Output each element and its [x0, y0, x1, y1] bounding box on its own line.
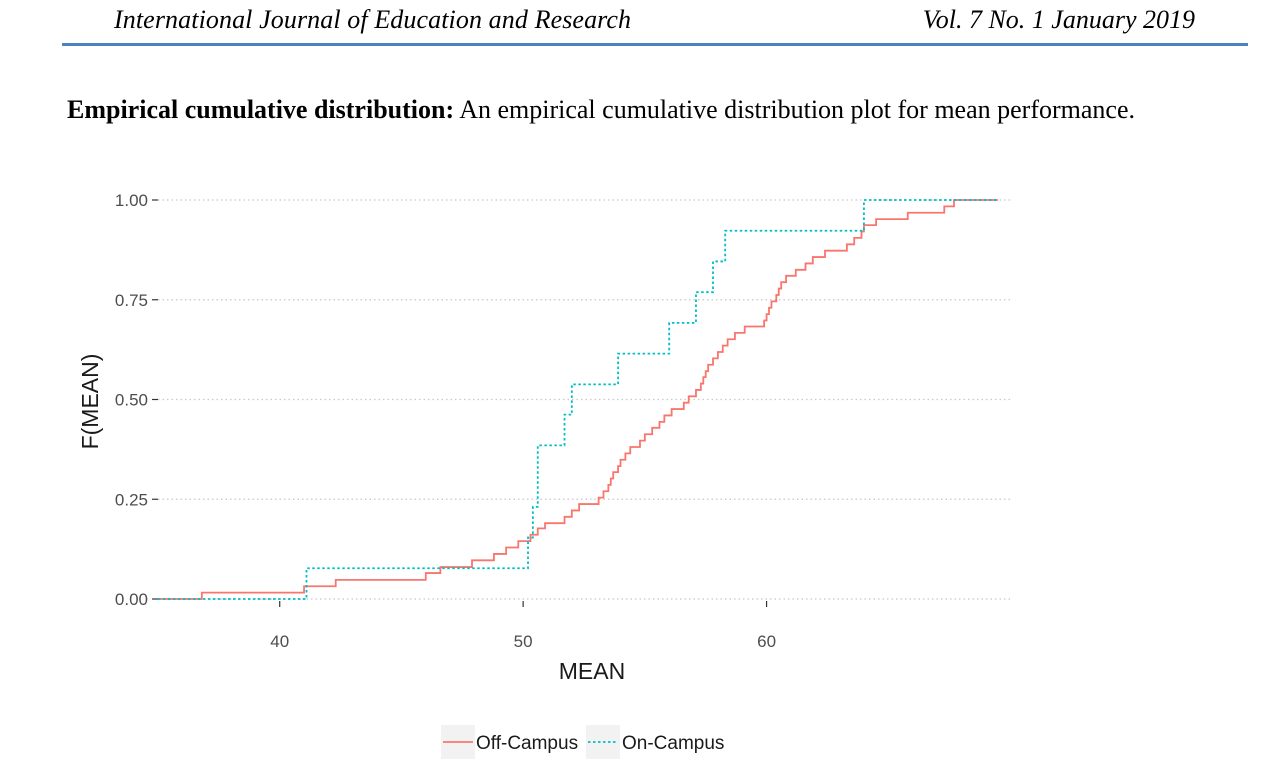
y-axis: 0.00 0.25 0.50 0.75 1.00: [115, 191, 158, 609]
y-tick-label: 0.25: [115, 490, 148, 509]
y-tick-label: 0.75: [115, 291, 148, 310]
y-tick-label: 0.50: [115, 391, 148, 410]
header-rule: [62, 43, 1248, 46]
legend-label: On-Campus: [622, 733, 724, 754]
y-axis-title: F(MEAN): [77, 354, 103, 450]
legend: Off-Campus On-Campus: [441, 725, 724, 759]
running-header: International Journal of Education and R…: [0, 0, 1281, 46]
legend-label: Off-Campus: [476, 733, 578, 754]
journal-title: International Journal of Education and R…: [114, 5, 632, 34]
paragraph-text: An empirical cumulative distribution plo…: [459, 95, 1135, 124]
series-line-on-campus: [158, 199, 998, 600]
grid-lines: [158, 199, 1010, 600]
x-tick-label: 60: [757, 632, 776, 651]
series-line-off-campus: [158, 199, 998, 600]
x-axis: 40 50 60: [270, 601, 776, 651]
x-tick-label: 50: [514, 632, 533, 651]
series-lines: [158, 199, 998, 600]
figure-intro-paragraph: Empirical cumulative distribution: An em…: [67, 90, 1244, 129]
paragraph-lead: Empirical cumulative distribution:: [67, 95, 455, 124]
y-tick-label: 0.00: [115, 590, 148, 609]
x-axis-title: MEAN: [559, 658, 625, 684]
x-tick-label: 40: [270, 632, 289, 651]
issue-info: Vol. 7 No. 1 January 2019: [922, 5, 1195, 34]
y-tick-label: 1.00: [115, 191, 148, 210]
